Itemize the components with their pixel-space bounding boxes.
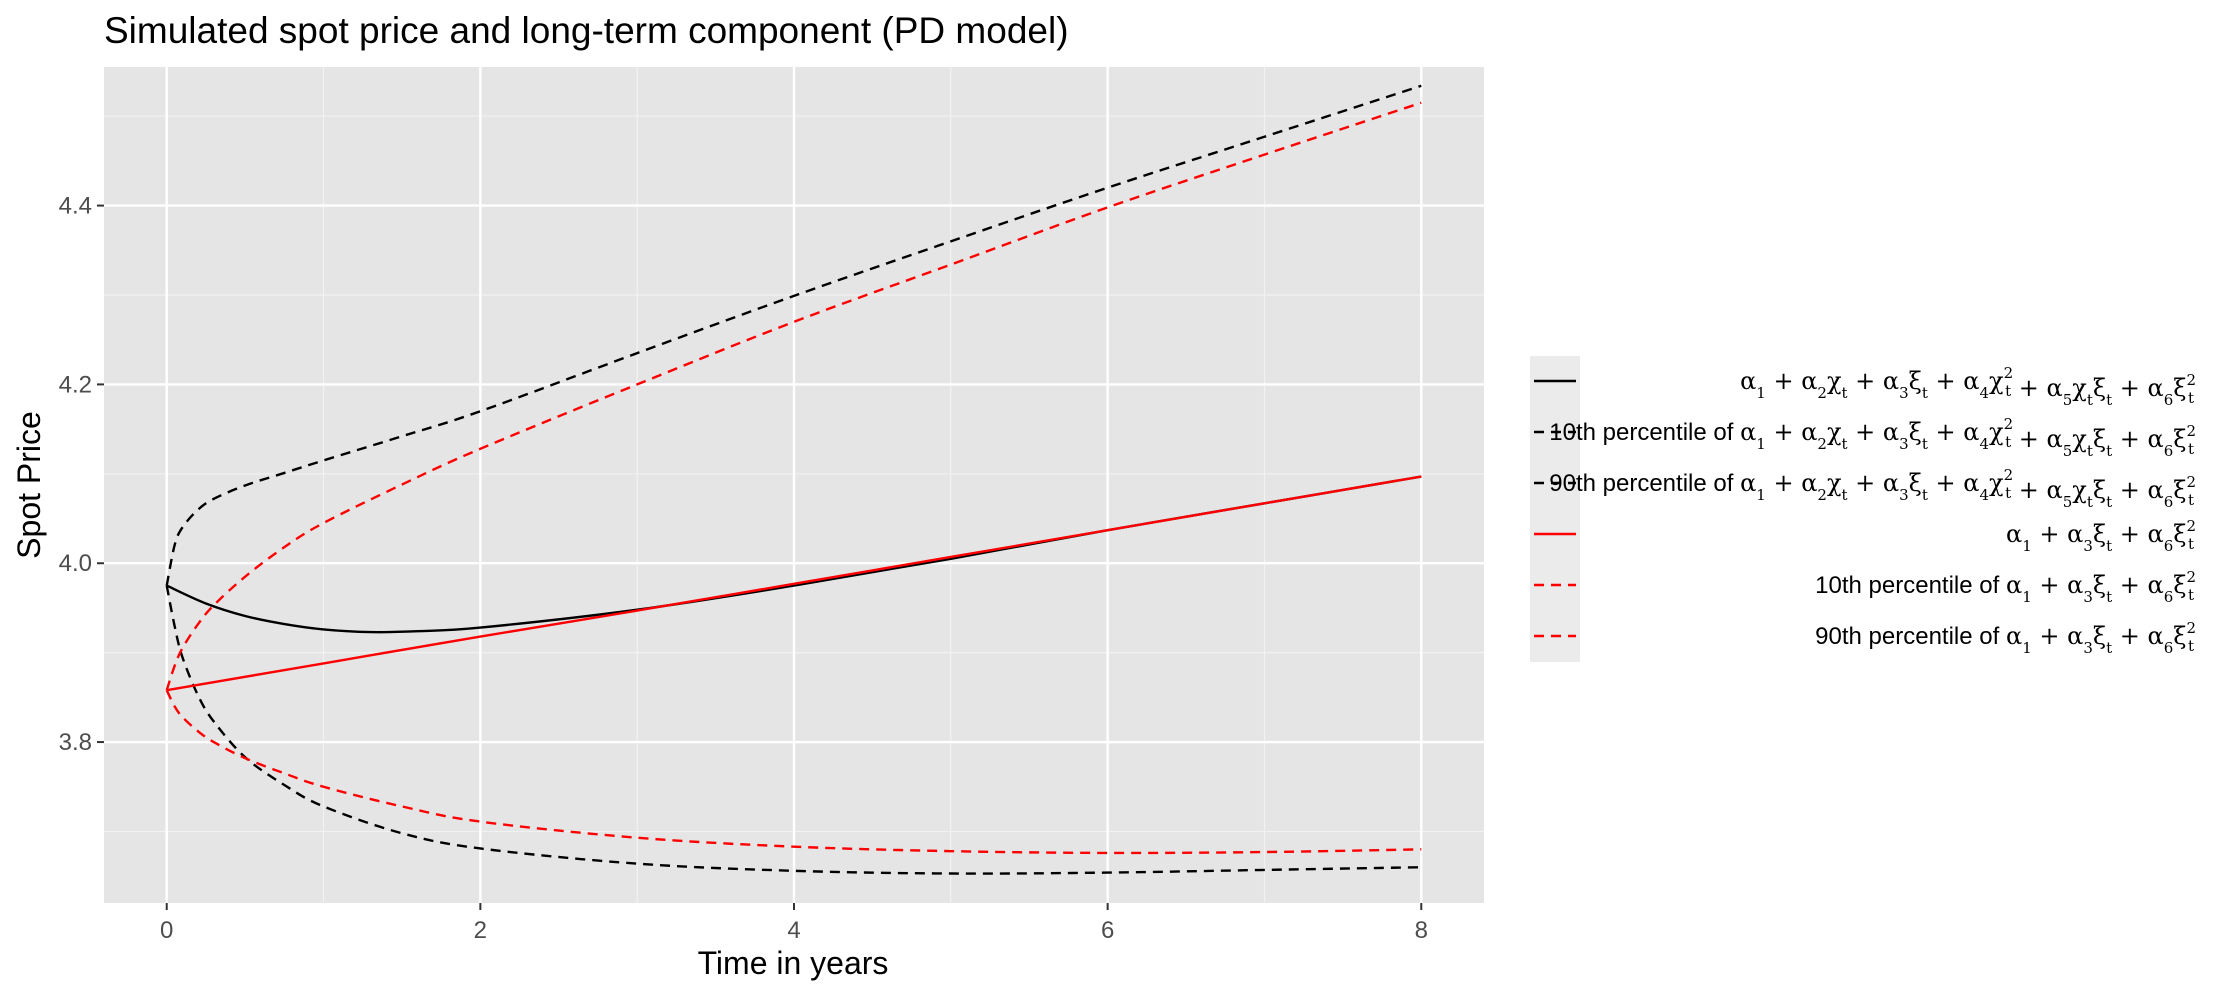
legend-label-4: α1 + α3ξt + α6ξ2 t bbox=[2006, 517, 2196, 555]
x-axis: 0 2 4 6 8 bbox=[160, 903, 1428, 944]
series-line-6 bbox=[165, 101, 1422, 691]
x-tick-label: 0 bbox=[160, 917, 173, 944]
y-tick-label: 3.8 bbox=[59, 729, 92, 756]
legend-label-3: 90th percentile of α1 + α2χt + α3ξt + α4… bbox=[1549, 466, 2196, 511]
y-axis: 3.8 4.0 4.2 4.4 bbox=[59, 193, 104, 756]
x-tick-label: 2 bbox=[474, 917, 487, 944]
y-tick-label: 4.2 bbox=[59, 371, 92, 398]
legend-label-2: 10th percentile of α1 + α2χt + α3ξt + α4… bbox=[1549, 415, 2196, 460]
chart-title: Simulated spot price and long-term compo… bbox=[104, 10, 1069, 51]
y-tick-label: 4.0 bbox=[59, 550, 92, 577]
y-axis-title: Spot Price bbox=[11, 411, 47, 559]
y-tick-label: 4.4 bbox=[59, 193, 92, 220]
legend-label-5: 10th percentile of α1 + α3ξt + α6ξ2 t bbox=[1815, 568, 2196, 606]
legend-label-6: 90th percentile of α1 + α3ξt + α6ξ2 t bbox=[1815, 619, 2196, 657]
series-line-5 bbox=[165, 689, 1422, 855]
legend: α1 + α2χt + α3ξt + α4χ2 t + α5χtξt + α6ξ2… bbox=[1530, 356, 2196, 662]
x-tick-label: 4 bbox=[787, 917, 800, 944]
legend-label-1: α1 + α2χt + α3ξt + α4χ2 t + α5χtξt + α6ξ2… bbox=[1740, 364, 2196, 409]
series-line-2 bbox=[165, 585, 1422, 875]
grid-major bbox=[104, 67, 1484, 903]
x-axis-title: Time in years bbox=[698, 945, 889, 981]
legend-key-background bbox=[1530, 356, 1580, 662]
series-layer bbox=[165, 84, 1422, 875]
series-line-4 bbox=[166, 475, 1422, 692]
x-tick-label: 8 bbox=[1415, 917, 1428, 944]
x-tick-label: 6 bbox=[1101, 917, 1114, 944]
